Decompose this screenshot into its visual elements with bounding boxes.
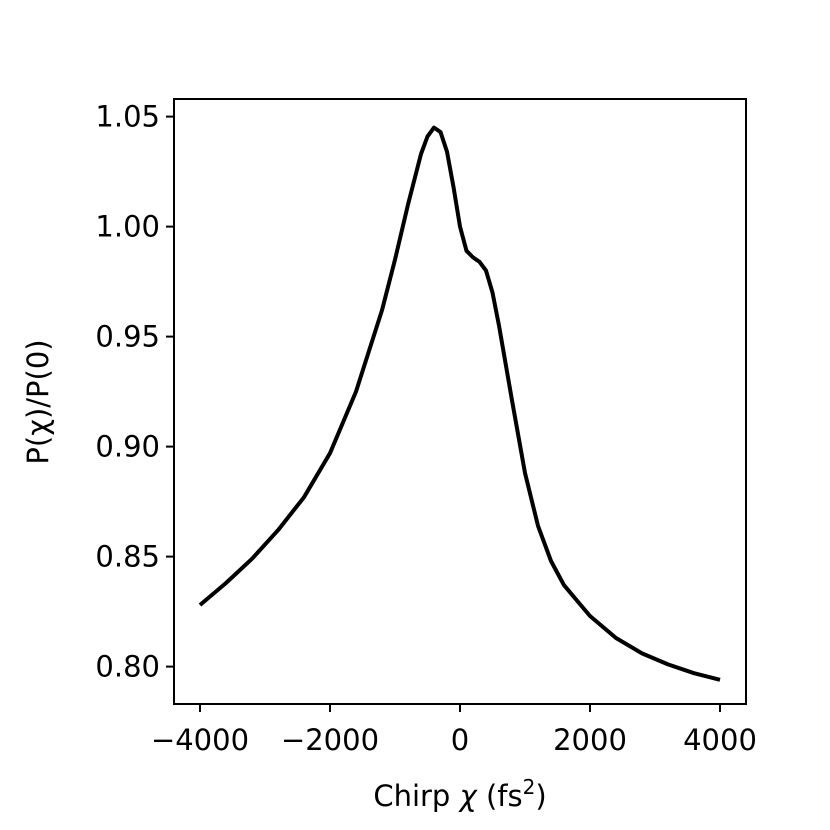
plot-frame [173,98,747,705]
y-tick-label: 0.95 [95,320,160,354]
y-tick-label: 0.80 [95,650,160,684]
y-axis-title: P(χ)/P(0) [21,339,55,464]
x-tick-label: −4000 [151,723,249,757]
y-tick-label: 1.00 [95,210,160,244]
x-tick-label: −2000 [281,723,379,757]
y-tick-label: 0.85 [95,540,160,574]
y-tick-label: 0.90 [95,430,160,464]
x-tick-label: 2000 [553,723,627,757]
x-axis-title: Chirp χ (fs2) [373,775,546,813]
x-tick-label: 0 [451,723,469,757]
series-line [198,125,721,682]
y-tick-label: 1.05 [95,100,160,134]
x-tick-label: 4000 [683,723,757,757]
